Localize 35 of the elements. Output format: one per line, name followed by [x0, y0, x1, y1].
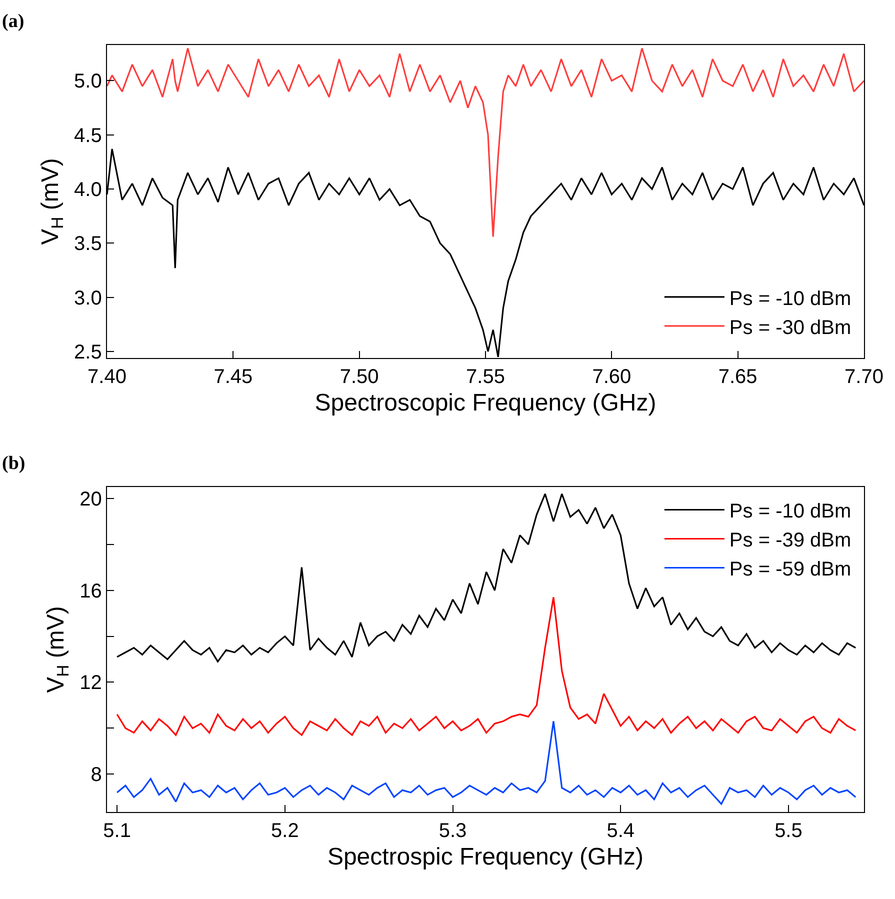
legend-label: Ps = -59 dBm: [729, 558, 852, 581]
line-series: [116, 493, 856, 662]
x-tick-label: 7.70: [844, 366, 884, 388]
x-tick-label: 5.3: [438, 820, 467, 842]
x-tick-label: 5.5: [774, 820, 802, 842]
x-tick-label: 7.45: [214, 366, 253, 388]
y-tick-label: 4.0: [74, 179, 102, 202]
y-tick-label: 2.5: [74, 342, 102, 364]
chart-title: (a): [2, 11, 24, 32]
x-tick-label: 7.60: [592, 366, 632, 388]
x-tick-label: 5.4: [606, 820, 635, 842]
legend-label: Ps = -30 dBm: [729, 316, 852, 339]
y-tick-label: 12: [80, 672, 102, 694]
legend-label: Ps = -10 dBm: [729, 288, 852, 310]
y-tick-label: 4.5: [74, 124, 102, 147]
y-tick-label: 5.0: [74, 70, 102, 93]
line-series: [116, 720, 856, 805]
x-tick-label: 7.65: [718, 366, 758, 388]
x-tick-label: 5.1: [103, 820, 131, 842]
y-tick-label: 16: [80, 580, 102, 602]
y-tick-label: 8: [90, 764, 102, 786]
y-tick-label: 20: [80, 488, 102, 510]
chart-title: (b): [2, 453, 26, 474]
x-axis-title: Spectrospic Frequency (GHz): [327, 843, 644, 870]
y-tick-label: 3.0: [74, 287, 102, 310]
x-tick-label: 7.55: [466, 366, 505, 388]
x-tick-label: 5.2: [271, 820, 299, 842]
x-tick-label: 7.40: [88, 366, 126, 388]
y-tick-label: 3.5: [74, 233, 102, 256]
x-tick-label: 7.50: [340, 366, 379, 388]
legend-label: Ps = -39 dBm: [729, 530, 852, 552]
x-axis-title: Spectroscopic Frequency (GHz): [314, 389, 656, 416]
legend-label: Ps = -10 dBm: [729, 500, 852, 523]
line-series: [116, 596, 856, 736]
line-series: [107, 47, 864, 238]
